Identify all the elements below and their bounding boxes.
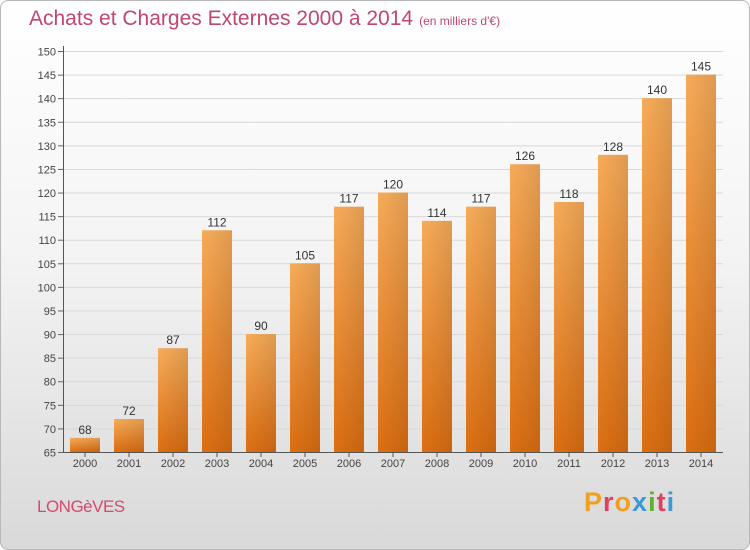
y-tick-label: 95 <box>44 306 56 318</box>
y-tick-label: 105 <box>38 259 56 271</box>
bar-shade <box>70 437 100 452</box>
y-tick-label: 100 <box>38 282 56 294</box>
y-tick-label: 130 <box>38 141 56 153</box>
bar-shade <box>378 192 408 452</box>
bar-value-label: 68 <box>78 423 92 437</box>
x-tick-label: 2014 <box>689 458 713 470</box>
y-tick-label: 75 <box>44 400 56 412</box>
bar-shade <box>158 348 188 452</box>
bar-shade <box>114 418 144 452</box>
bar-shade <box>510 164 540 453</box>
bar-shade <box>466 206 496 452</box>
y-tick-label: 90 <box>44 330 56 342</box>
x-tick-label: 2002 <box>161 458 185 470</box>
bar-value-label: 72 <box>122 404 136 418</box>
bar-chart: 68 72 87 112 90 105 117 120 114 117 126 118 128 140 14… <box>38 46 723 470</box>
y-tick-label: 85 <box>44 353 56 365</box>
x-tick-label: 2005 <box>293 458 317 470</box>
x-tick-label: 2010 <box>513 458 537 470</box>
bar-value-label: 105 <box>295 248 315 262</box>
bar-value-label: 114 <box>427 206 446 220</box>
y-tick-label: 110 <box>38 235 56 247</box>
bar-value-label: 117 <box>471 192 490 206</box>
bar-shade <box>334 206 364 452</box>
bar-shade <box>290 263 320 452</box>
x-tick-label: 2000 <box>73 458 97 470</box>
chart-title: Achats et Charges Externes 2000 à 2014 (e… <box>29 7 500 31</box>
logo-letter: o <box>614 487 633 517</box>
bar-value-label: 140 <box>647 83 667 97</box>
bar-value-label: 112 <box>207 215 226 229</box>
axes: 65 70 75 80 85 90 95 100 105 110 115 120 125 130 135 14… <box>38 46 723 470</box>
bar-value-label: 118 <box>559 187 578 201</box>
logo-letter: r <box>603 487 615 517</box>
bar-shade <box>686 74 716 453</box>
bar-shade <box>554 201 584 452</box>
x-tick-label: 2006 <box>337 458 361 470</box>
chart-subtitle: (en milliers d'€) <box>419 14 501 28</box>
bar-value-label: 120 <box>383 178 403 192</box>
proxiti-logo: Proxiti <box>584 487 675 518</box>
y-tick-label: 140 <box>38 94 56 106</box>
y-tick-label: 150 <box>38 47 56 59</box>
bar-shade <box>598 154 628 452</box>
bar-value-label: 117 <box>339 192 358 206</box>
y-tick-label: 115 <box>38 212 56 224</box>
logo-letter: t <box>656 487 667 517</box>
logo-letter: i <box>666 487 676 517</box>
bar-shade <box>642 98 672 453</box>
bar-value-label: 90 <box>254 319 268 333</box>
x-tick-label: 2003 <box>205 458 229 470</box>
bar-shade <box>422 220 452 452</box>
bar-value-label: 126 <box>515 149 535 163</box>
bar-value-label: 128 <box>603 140 623 154</box>
bars: 68 72 87 112 90 105 117 120 114 117 126 118 128 140 14… <box>70 60 716 453</box>
y-tick-label: 145 <box>38 70 56 82</box>
y-tick-label: 125 <box>38 164 56 176</box>
x-tick-label: 2004 <box>249 458 273 470</box>
commune-name: LONGèVES <box>37 497 125 516</box>
x-tick-label: 2011 <box>557 458 581 470</box>
y-tick-label: 135 <box>38 117 56 129</box>
bar-shade <box>246 334 276 452</box>
x-tick-label: 2008 <box>425 458 449 470</box>
y-tick-label: 120 <box>38 188 56 200</box>
x-tick-label: 2001 <box>117 458 141 470</box>
logo-letter: i <box>648 487 657 517</box>
x-tick-label: 2012 <box>601 458 625 470</box>
x-tick-label: 2009 <box>469 458 493 470</box>
bar-value-label: 145 <box>691 60 711 74</box>
bar-shade <box>202 230 232 452</box>
y-tick-label: 65 <box>44 448 56 460</box>
x-tick-label: 2007 <box>381 458 405 470</box>
y-tick-label: 80 <box>44 377 56 389</box>
y-tick-label: 70 <box>44 424 56 436</box>
bar-value-label: 87 <box>166 333 180 347</box>
title-text: Achats et Charges Externes 2000 à 2014 <box>29 7 414 30</box>
x-tick-label: 2013 <box>645 458 669 470</box>
logo-letter: P <box>584 487 604 517</box>
logo-letter: x <box>632 487 649 517</box>
